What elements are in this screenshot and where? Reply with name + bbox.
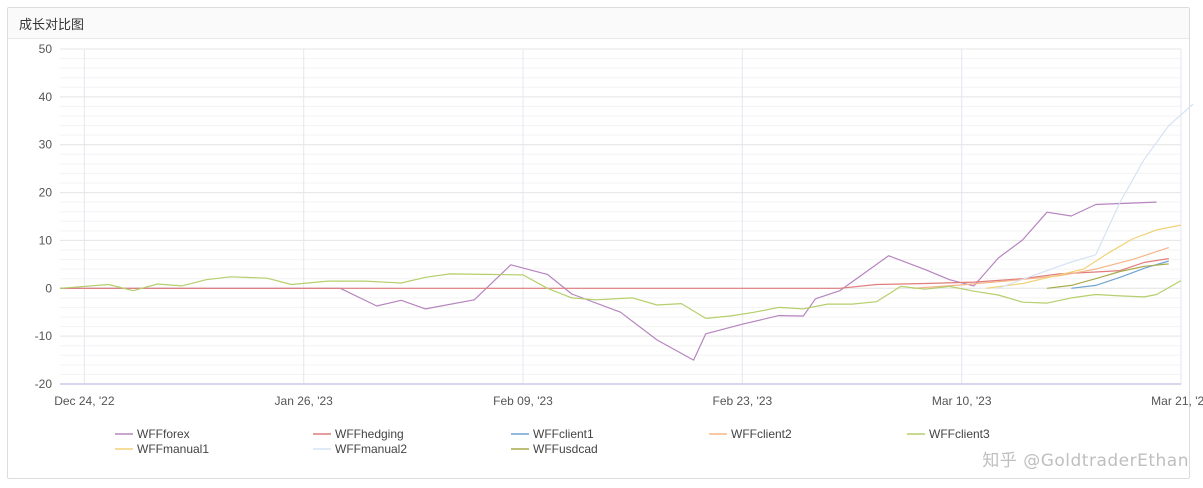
series-line-wffmanual2 [997, 103, 1194, 289]
y-tick-label: 50 [39, 42, 53, 56]
y-tick-label: 30 [39, 138, 53, 152]
series-line-wffclient2 [912, 247, 1169, 289]
legend-label: WFFclient3 [929, 427, 990, 441]
x-tick-label: Mar 10, '23 [932, 394, 992, 408]
watermark: 知乎 @GoldtraderEthan [982, 451, 1189, 471]
legend-label: WFFclient2 [731, 427, 792, 441]
panel-header: 成长对比图 [8, 8, 1189, 39]
x-tick-label: Mar 21, '23 [1151, 394, 1203, 408]
panel-title: 成长对比图 [19, 16, 85, 32]
y-tick-label: 20 [39, 186, 53, 200]
series-line-wffforex [60, 201, 1157, 361]
x-tick-label: Jan 26, '23 [275, 394, 334, 408]
legend-label: WFFforex [137, 427, 190, 441]
legend-label: WFFmanual1 [137, 442, 209, 456]
series-line-wffusdcad [1046, 263, 1169, 289]
chart-panel: 成长对比图 [7, 7, 1190, 479]
y-tick-label: 40 [39, 90, 53, 104]
legend-label: WFFmanual2 [335, 442, 407, 456]
y-tick-label: 10 [39, 233, 53, 247]
x-tick-label: Feb 23, '23 [713, 394, 773, 408]
series-line-wffclient3 [59, 273, 1182, 319]
x-tick-label: Feb 09, '23 [493, 394, 553, 408]
legend-label: WFFclient1 [533, 427, 594, 441]
y-tick-label: 0 [45, 281, 52, 295]
series-line-wffmanual1 [985, 224, 1182, 289]
y-tick-label: -10 [35, 329, 53, 343]
legend-label: WFFhedging [335, 427, 404, 441]
legend-label: WFFusdcad [533, 442, 598, 456]
y-tick-label: -20 [35, 377, 53, 391]
series-line-wffhedging [60, 258, 1169, 289]
x-tick-label: Dec 24, '22 [54, 394, 115, 408]
